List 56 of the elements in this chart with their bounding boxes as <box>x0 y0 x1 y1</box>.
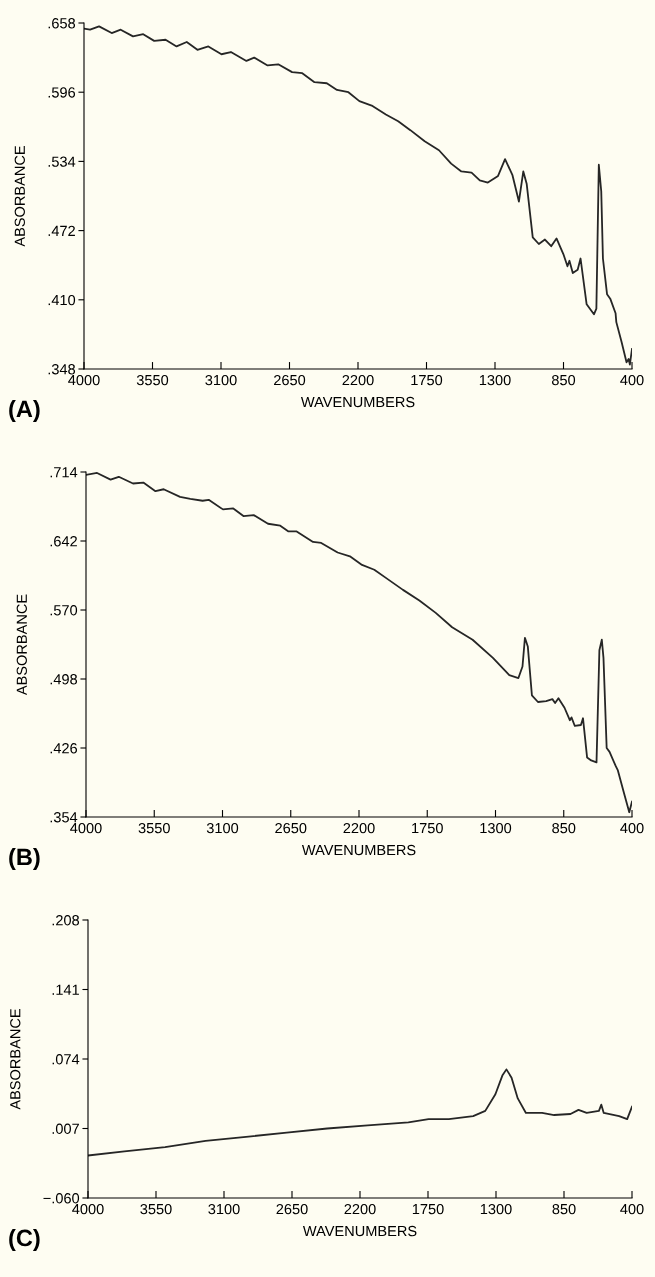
y-tick-label: .074 <box>52 1054 80 1065</box>
text: (B) <box>9 847 40 871</box>
x-tick-label: 3100 <box>205 374 237 386</box>
x-tick-label: 1750 <box>412 822 443 834</box>
x-tick-label: 400 <box>620 374 644 386</box>
x-tick-label: 2650 <box>276 1203 308 1215</box>
y-tick-label: .642 <box>50 536 77 547</box>
y-axis-title: ABSORBANCE <box>14 145 25 247</box>
x-tick-label: 1300 <box>480 822 512 834</box>
y-tick-label: .141 <box>52 984 79 995</box>
x-axis-title: WAVENUMBERS <box>300 396 415 408</box>
x-tick-label: 3550 <box>140 1203 172 1215</box>
x-tick-label: 4000 <box>70 822 102 834</box>
x-tick-label: 850 <box>551 374 576 386</box>
y-tick-label: .208 <box>52 915 80 926</box>
y-tick-label: .426 <box>50 743 78 754</box>
y-tick-label: .714 <box>50 467 78 478</box>
x-tick-label: 4000 <box>68 374 100 386</box>
x-tick-label: 400 <box>620 822 644 834</box>
text: (C) <box>9 1228 40 1252</box>
y-tick-label: .498 <box>50 674 78 685</box>
y-tick-label: .472 <box>48 225 75 236</box>
x-axis-title: WAVENUMBERS <box>301 844 416 856</box>
x-tick-label: 2200 <box>343 822 375 834</box>
y-tick-label: −.060 <box>43 1193 80 1204</box>
text: (A) <box>9 399 40 423</box>
x-tick-label: 4000 <box>72 1203 104 1215</box>
y-tick-label: .348 <box>48 364 76 375</box>
x-tick-label: 1750 <box>411 374 443 386</box>
x-tick-label: 2200 <box>342 374 374 386</box>
y-tick-label: .570 <box>50 605 78 616</box>
y-tick-label: .007 <box>52 1123 79 1134</box>
x-tick-label: 850 <box>552 822 576 834</box>
x-tick-label: 1300 <box>479 374 511 386</box>
x-tick-label: 400 <box>620 1203 644 1215</box>
y-tick-label: .534 <box>48 156 76 167</box>
line-series <box>84 25 632 366</box>
x-tick-label: 2650 <box>275 822 307 834</box>
line-series <box>86 472 632 814</box>
y-tick-label: .410 <box>48 294 76 306</box>
x-tick-label: 2200 <box>344 1203 376 1215</box>
y-tick-label: .354 <box>50 812 78 823</box>
x-tick-label: 3100 <box>206 822 239 834</box>
y-axis-title: ABSORBANCE <box>10 1008 21 1110</box>
x-tick-label: 3550 <box>138 822 170 834</box>
x-axis-title: WAVENUMBERS <box>302 1225 417 1237</box>
x-tick-label: 850 <box>552 1203 576 1215</box>
line-series <box>88 1068 632 1157</box>
x-tick-label: 3100 <box>208 1203 240 1215</box>
y-tick-label: .596 <box>48 87 76 98</box>
x-tick-label: 3550 <box>136 374 169 386</box>
x-tick-label: 1300 <box>480 1203 512 1215</box>
x-tick-label: 2650 <box>274 374 306 386</box>
y-axis-title: ABSORBANCE <box>16 594 27 696</box>
x-tick-label: 1750 <box>412 1203 444 1215</box>
y-tick-label: .658 <box>48 18 76 29</box>
